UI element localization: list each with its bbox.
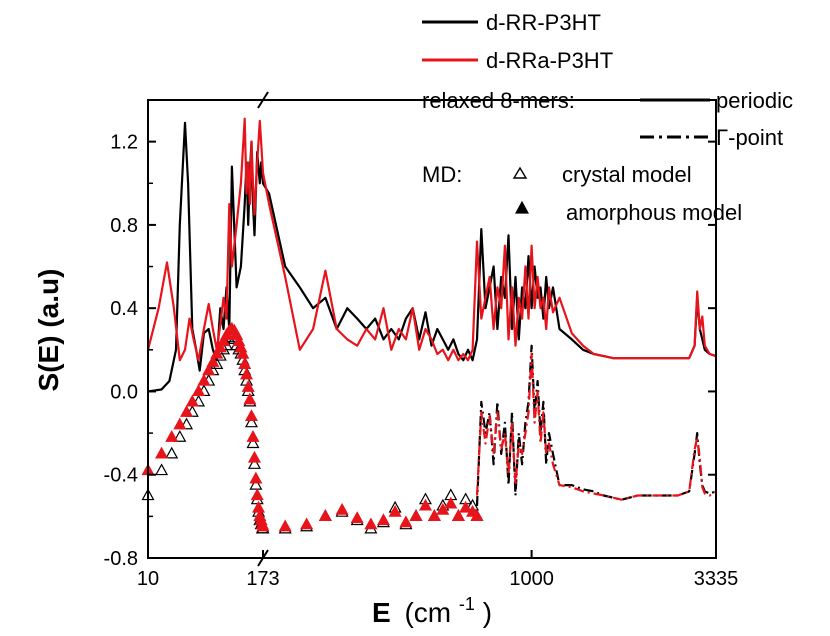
- series-layer: [146, 117, 717, 507]
- series-5-point: [206, 355, 220, 367]
- series-5-point: [427, 509, 441, 521]
- series-4-point: [246, 436, 260, 449]
- legend-entry-gamma: Γ-point: [640, 125, 783, 150]
- series-4-point: [155, 463, 169, 476]
- x-axis-title-exp: -1: [459, 594, 475, 614]
- plot-frame: [147, 99, 717, 559]
- x-axis-title-main: E: [372, 597, 391, 628]
- series-5-point: [399, 515, 413, 528]
- x-axis-title-unit: (cm: [404, 597, 451, 628]
- legend-label-rra: d-RRa-P3HT: [486, 48, 613, 73]
- x-tick-label: 1000: [509, 568, 554, 590]
- legend-label-crystal: crystal model: [562, 162, 692, 187]
- series-5-point: [202, 363, 216, 376]
- series-5-point: [173, 417, 187, 430]
- legend-label-relaxed: relaxed 8-mers:: [422, 88, 575, 113]
- series-5-point: [185, 394, 199, 407]
- series-5-point: [192, 384, 206, 397]
- series-5-point: [243, 392, 257, 405]
- series-5-point: [240, 367, 254, 380]
- series-4-point: [173, 430, 187, 442]
- legend-label-amorphous: amorphous model: [566, 200, 742, 225]
- y-tick-label: 0.4: [110, 298, 138, 320]
- series-5-point: [418, 498, 432, 511]
- x-tick-label: 10: [137, 568, 159, 590]
- series-5-point: [350, 511, 364, 524]
- axis-break-top: [257, 91, 269, 109]
- x-axis-title: E (cm -1 ): [372, 585, 492, 628]
- series-4-point: [247, 457, 261, 469]
- legend-marker-crystal: [512, 166, 528, 179]
- series-5-point: [238, 357, 252, 369]
- series-5-point: [241, 380, 255, 392]
- series-5-point: [436, 502, 450, 515]
- y-tick-label: -0.8: [104, 548, 138, 570]
- legend-label-md: MD:: [422, 162, 462, 187]
- series-5-point: [459, 500, 473, 513]
- axis-break-bottom: [257, 549, 269, 567]
- series-5-point: [249, 471, 263, 484]
- y-axis: -0.8 -0.4 0.0 0.4 0.8 1.2: [104, 132, 716, 570]
- x-tick-label: 3335: [694, 568, 739, 590]
- y-tick-label: 1.2: [110, 132, 138, 154]
- series-5-point: [409, 509, 423, 521]
- y-axis-title: S(E) (a.u): [33, 269, 64, 392]
- series-5-point: [335, 502, 349, 515]
- legend: d-RR-P3HT d-RRa-P3HT relaxed 8-mers: per…: [422, 10, 793, 225]
- series-5-point: [376, 513, 390, 526]
- series-5-point: [155, 446, 169, 459]
- legend-entry-periodic: relaxed 8-mers: periodic: [422, 88, 793, 113]
- series-5-point: [250, 488, 264, 501]
- series-5-point: [197, 373, 211, 386]
- legend-marker-amorphous: [514, 200, 530, 214]
- legend-label-periodic: periodic: [716, 88, 793, 113]
- series-5-point: [210, 346, 224, 359]
- y-tick-label: 0.8: [110, 215, 138, 237]
- marker-layer: [141, 321, 484, 534]
- y-tick-label: 0.0: [110, 381, 138, 403]
- series-5-point: [318, 509, 332, 521]
- series-4-point: [180, 417, 194, 430]
- series-5-point: [180, 405, 194, 417]
- legend-entry-rra: d-RRa-P3HT: [422, 48, 613, 73]
- series-5-point: [165, 430, 179, 442]
- series-line-1: [146, 117, 717, 362]
- series-5-point: [300, 517, 314, 530]
- x-tick-label: 173: [246, 568, 279, 590]
- x-axis-title-close: ): [483, 597, 492, 628]
- series-4-point: [244, 415, 258, 428]
- legend-entry-crystal: MD: crystal model: [422, 162, 692, 187]
- legend-label-gamma: Γ-point: [716, 125, 783, 150]
- series-5-point: [216, 334, 231, 347]
- series-5-point: [256, 519, 270, 532]
- series-4-point: [249, 477, 263, 490]
- series-5-point: [388, 504, 402, 517]
- series-4-point: [165, 446, 179, 459]
- legend-entry-amorphous: amorphous model: [514, 200, 742, 225]
- x-axis: 10 173 1000 3335: [137, 550, 738, 590]
- series-line-0: [147, 121, 717, 393]
- series-5-point: [451, 509, 465, 521]
- plot-area: [141, 117, 717, 534]
- series-5-point: [246, 430, 260, 442]
- series-5-point: [364, 517, 378, 530]
- legend-entry-rr: d-RR-P3HT: [422, 10, 601, 35]
- series-5-point: [444, 496, 458, 509]
- series-5-point: [213, 340, 227, 353]
- legend-label-rr: d-RR-P3HT: [486, 10, 601, 35]
- series-5-point: [236, 346, 250, 359]
- series-4-point: [192, 394, 206, 407]
- series-line-3: [475, 352, 717, 501]
- series-5-point: [278, 519, 292, 532]
- series-5-point: [470, 509, 484, 521]
- series-5-point: [247, 450, 261, 463]
- series-5-point: [244, 409, 258, 422]
- y-tick-label: -0.4: [104, 465, 138, 487]
